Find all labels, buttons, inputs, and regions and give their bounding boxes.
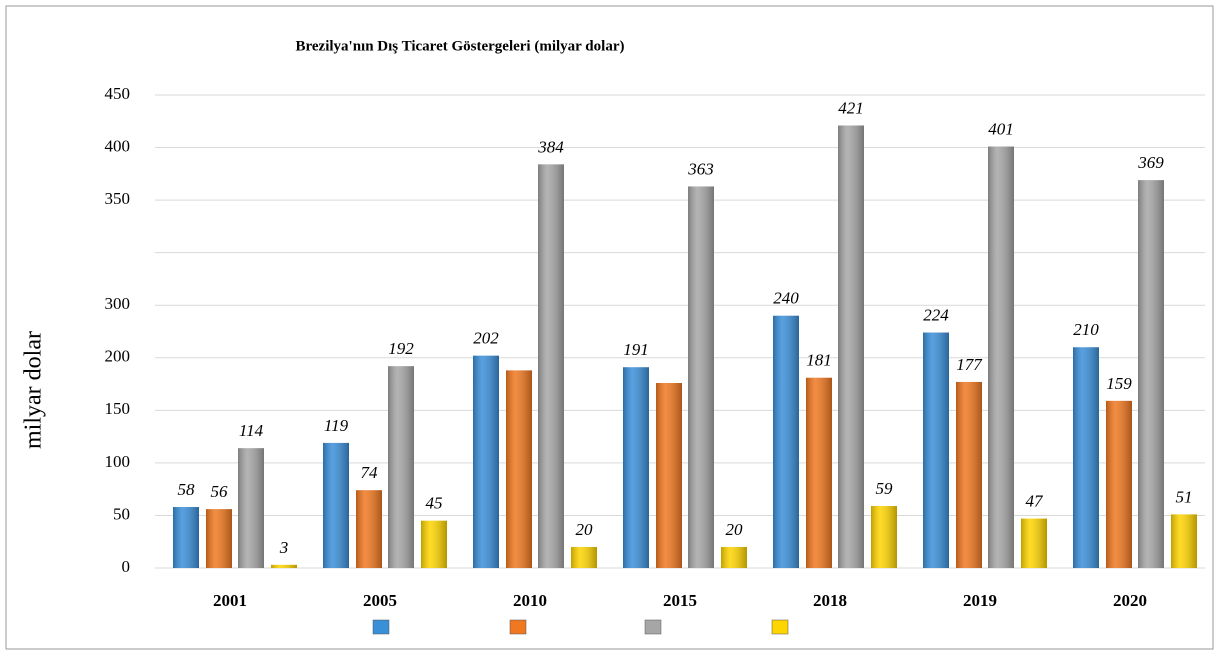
x-tick-label: 2019 — [963, 591, 997, 610]
bar-shade — [388, 366, 414, 568]
data-label: 192 — [388, 339, 414, 358]
bar-shade — [238, 448, 264, 568]
x-tick-label: 2010 — [513, 591, 547, 610]
bar-shade — [688, 186, 714, 569]
bar-shade — [806, 377, 832, 568]
bar-shade — [173, 507, 199, 568]
y-tick-label: 400 — [105, 136, 131, 155]
data-label: 181 — [806, 351, 832, 370]
data-label: 224 — [923, 305, 949, 324]
y-tick-label: 200 — [105, 347, 131, 366]
legend-marker — [509, 619, 527, 635]
bar-shade — [323, 442, 349, 568]
bar-shade — [1171, 514, 1197, 568]
x-tick-label: 2005 — [363, 591, 397, 610]
y-tick-label: 300 — [105, 294, 131, 313]
data-label: 384 — [537, 137, 564, 156]
bar-shade — [956, 381, 982, 568]
bar-shade — [656, 383, 682, 568]
data-label: 191 — [623, 340, 649, 359]
bar-shade — [773, 315, 799, 568]
y-tick-label: 100 — [105, 452, 131, 471]
bar-shade — [473, 355, 499, 568]
data-label: 20 — [576, 520, 594, 539]
bar-shade — [1138, 180, 1164, 568]
data-label: 47 — [1026, 492, 1045, 511]
y-axis-title: milyar dolar — [21, 331, 47, 449]
data-label: 59 — [876, 479, 894, 498]
bar-shade — [721, 546, 747, 568]
data-label: 401 — [988, 119, 1014, 138]
bar-shade — [1021, 518, 1047, 568]
bar-shade — [506, 370, 532, 568]
data-label: 369 — [1137, 153, 1164, 172]
data-label: 51 — [1176, 487, 1193, 506]
y-tick-label: 450 — [105, 84, 131, 103]
bar-shade — [871, 505, 897, 568]
data-label: 159 — [1106, 374, 1132, 393]
bar-shade — [1106, 400, 1132, 568]
y-tick-label: 50 — [113, 504, 130, 523]
x-tick-label: 2020 — [1113, 591, 1147, 610]
data-label: 74 — [361, 463, 379, 482]
y-tick-label: 0 — [122, 557, 131, 576]
x-tick-label: 2018 — [813, 591, 847, 610]
data-label: 20 — [726, 520, 744, 539]
bar-shade — [421, 520, 447, 568]
data-label: 363 — [687, 159, 714, 178]
bar-shade — [838, 125, 864, 568]
data-label: 202 — [473, 329, 499, 348]
data-label: 56 — [211, 482, 229, 501]
bar-shade — [988, 146, 1014, 568]
bar-shade — [923, 332, 949, 568]
bar-shade — [271, 564, 297, 568]
y-tick-label: 150 — [105, 399, 131, 418]
bar-shade — [206, 509, 232, 568]
data-label: 177 — [956, 355, 983, 374]
legend-marker — [644, 619, 662, 635]
data-label: 58 — [178, 480, 196, 499]
legend-marker — [372, 619, 390, 635]
bar-shade — [1073, 347, 1099, 568]
chart-title: Brezilya'nın Dış Ticaret Göstergeleri (m… — [296, 38, 625, 54]
data-label: 240 — [773, 289, 799, 308]
data-label: 210 — [1073, 320, 1099, 339]
data-label: 119 — [324, 416, 349, 435]
data-label: 3 — [279, 538, 289, 557]
bar-shade — [571, 546, 597, 568]
bar-shade — [623, 367, 649, 568]
y-tick-label: 350 — [105, 189, 131, 208]
bar-shade — [356, 490, 382, 568]
x-tick-label: 2015 — [663, 591, 697, 610]
data-label: 114 — [239, 421, 264, 440]
data-label: 45 — [426, 494, 443, 513]
data-label: 421 — [838, 98, 864, 117]
x-tick-label: 2001 — [213, 591, 247, 610]
legend-marker — [771, 619, 789, 635]
bar-shade — [538, 164, 564, 568]
